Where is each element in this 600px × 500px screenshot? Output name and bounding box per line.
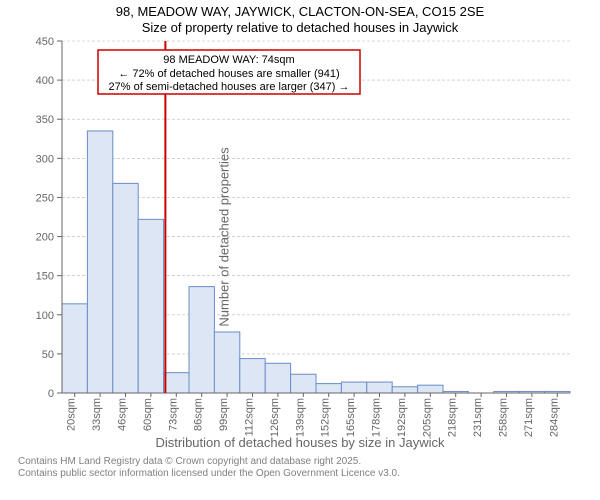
x-tick-label: 178sqm — [371, 398, 383, 437]
x-tick-label: 218sqm — [447, 398, 459, 437]
y-tick-label: 350 — [36, 114, 54, 126]
x-tick-label: 73sqm — [167, 398, 179, 431]
y-tick-label: 150 — [36, 270, 54, 282]
x-tick-label: 271sqm — [523, 398, 535, 437]
x-tick-label: 192sqm — [396, 398, 408, 437]
bar — [164, 372, 189, 392]
y-tick-label: 450 — [36, 37, 54, 48]
header-line2: Size of property relative to detached ho… — [0, 20, 600, 36]
x-axis-label: Distribution of detached houses by size … — [0, 435, 600, 450]
x-tick-label: 152sqm — [320, 398, 332, 437]
credits-block: Contains HM Land Registry data © Crown c… — [0, 456, 600, 480]
bar — [240, 358, 265, 392]
bar — [418, 385, 443, 393]
credits-line2: Contains public sector information licen… — [18, 468, 600, 480]
x-tick-label: 139sqm — [294, 398, 306, 437]
x-tick-label: 258sqm — [498, 398, 510, 437]
x-tick-label: 86sqm — [193, 398, 205, 431]
bar — [189, 286, 214, 392]
x-tick-label: 99sqm — [218, 398, 230, 431]
x-tick-label: 60sqm — [142, 398, 154, 431]
chart-header: 98, MEADOW WAY, JAYWICK, CLACTON-ON-SEA,… — [0, 0, 600, 37]
bar — [113, 183, 138, 393]
bar — [392, 386, 417, 392]
credits-line1: Contains HM Land Registry data © Crown c… — [18, 456, 600, 468]
annotation-line1: ← 72% of detached houses are smaller (94… — [118, 68, 339, 80]
header-line1: 98, MEADOW WAY, JAYWICK, CLACTON-ON-SEA,… — [0, 4, 600, 20]
y-tick-label: 200 — [36, 231, 54, 243]
x-tick-label: 165sqm — [345, 398, 357, 437]
x-tick-label: 20sqm — [66, 398, 78, 431]
bar — [291, 374, 316, 393]
x-tick-label: 46sqm — [117, 398, 129, 431]
bar — [341, 382, 366, 393]
annotation-title: 98 MEADOW WAY: 74sqm — [163, 54, 294, 66]
bar — [62, 303, 87, 392]
bar — [214, 331, 239, 392]
x-tick-label: 205sqm — [421, 398, 433, 437]
histogram-chart: 0 50 100 150 200 250 300 350 400 450 20sqm 33sqm 46s… — [0, 37, 600, 437]
bar — [87, 130, 112, 392]
x-tick-label: 284sqm — [548, 398, 560, 437]
x-tick-label: 33sqm — [91, 398, 103, 431]
y-axis-label: Number of detached properties — [217, 147, 232, 326]
y-tick-label: 250 — [36, 192, 54, 204]
bar — [367, 382, 392, 393]
y-tick-label: 0 — [48, 388, 54, 400]
y-tick-label: 50 — [42, 348, 54, 360]
y-tick-label: 400 — [36, 75, 54, 87]
bar — [138, 219, 163, 393]
y-tick-label: 300 — [36, 153, 54, 165]
y-tick-label: 100 — [36, 309, 54, 321]
chart-area: Number of detached properties 0 50 100 150 2… — [0, 37, 600, 437]
x-tick-label: 112sqm — [244, 398, 256, 436]
x-tick-label: 231sqm — [472, 397, 484, 436]
bar — [316, 383, 341, 392]
annotation-line2: 27% of semi-detached houses are larger (… — [109, 81, 350, 93]
x-tick-label: 126sqm — [269, 398, 281, 437]
bar — [265, 363, 290, 393]
